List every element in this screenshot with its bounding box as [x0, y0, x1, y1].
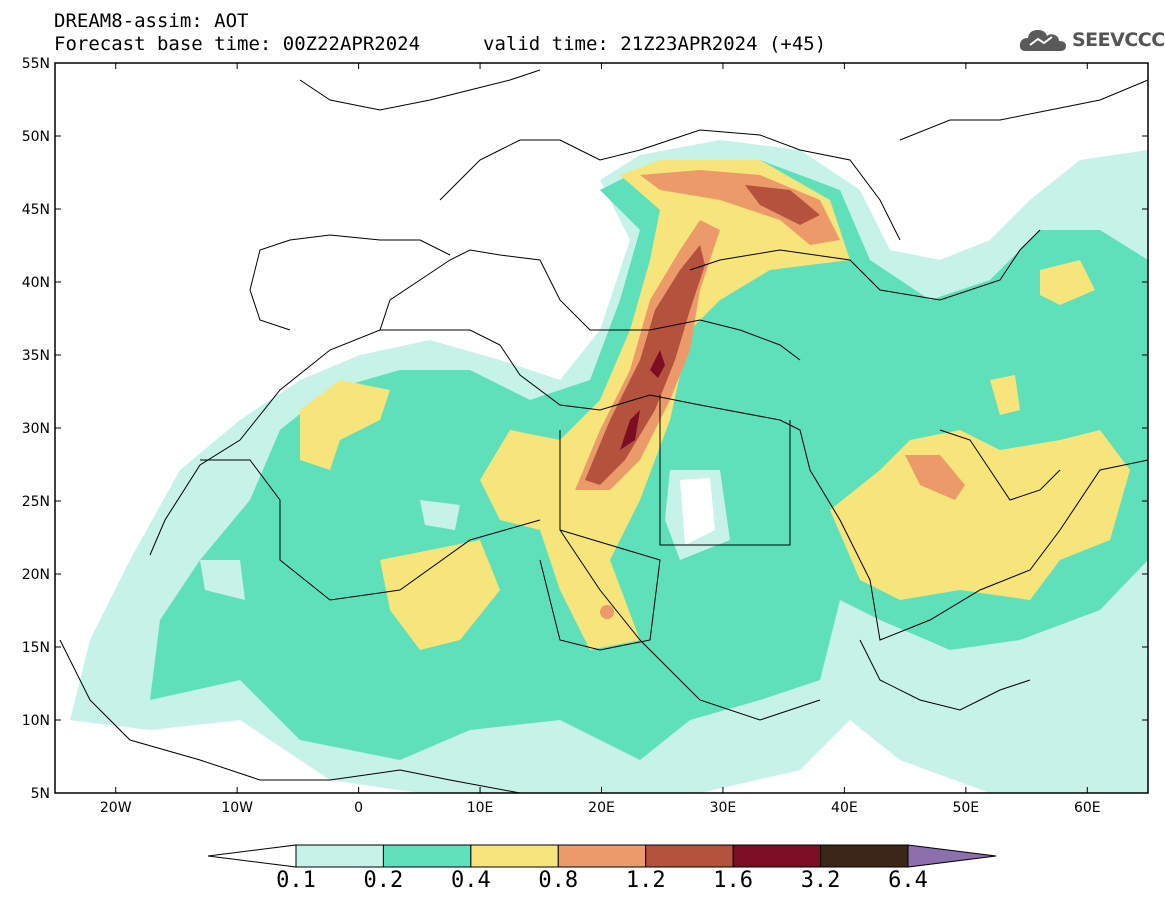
lon-label: 20W	[100, 800, 132, 816]
colorbar-segment	[557, 844, 647, 868]
lon-label: 20E	[588, 800, 615, 816]
colorbar-segment	[382, 844, 472, 868]
colorbar-label: 1.6	[713, 868, 754, 893]
aot-band-0.4	[1040, 260, 1095, 305]
colorbar-label: 0.8	[538, 868, 579, 893]
cloud-icon	[1019, 30, 1066, 51]
colorbar-segment	[732, 844, 822, 868]
lat-label: 20N	[22, 567, 50, 583]
clear-region	[680, 478, 715, 545]
colorbar-label: 3.2	[800, 868, 841, 893]
aot-band-1.2	[745, 185, 820, 225]
clear-region	[420, 500, 460, 530]
aot-band-0.4	[300, 380, 390, 470]
aot-band-0.4	[380, 540, 500, 650]
aot-band-1.6	[650, 350, 665, 378]
lat-label: 25N	[22, 494, 50, 510]
colorbar-label: 6.4	[888, 868, 928, 893]
colorbar-over-triangle	[907, 844, 997, 868]
colorbar-segment	[645, 844, 734, 868]
lon-label: 10E	[467, 800, 494, 816]
lat-label: 50N	[22, 129, 50, 145]
colorbar-label: 0.4	[450, 868, 491, 893]
clear-region	[200, 560, 245, 600]
lon-label: 60E	[1074, 800, 1101, 816]
logo-text: SEEVCCC	[1072, 29, 1165, 51]
forecast-base-time: Forecast base time: 00Z22APR2024	[54, 33, 421, 55]
lat-label: 45N	[22, 202, 50, 218]
aot-spot-0.8	[600, 605, 614, 619]
aot-band-0.8	[905, 455, 965, 500]
lat-axis: 55N 50N 45N 40N 35N 30N 25N 20N 15N 10N 5N	[22, 56, 1148, 802]
aot-band-1.6	[620, 410, 640, 450]
colorbar-segment	[470, 844, 559, 868]
lat-label: 35N	[22, 348, 50, 364]
colorbar	[207, 844, 997, 868]
coastlines	[59, 69, 1148, 793]
chart-title: DREAM8-assim: AOT	[54, 10, 249, 32]
seevccc-logo: SEEVCCC	[1018, 25, 1165, 55]
lat-label: 30N	[22, 421, 50, 437]
lon-label: 30E	[710, 800, 737, 816]
colorbar-segment	[295, 844, 384, 868]
aot-band-0.4	[830, 430, 1130, 600]
lon-label: 0	[354, 800, 363, 816]
aot-band-1.2	[585, 245, 705, 485]
lon-axis: 20W 10W 0 10E 20E 30E 40E 50E 60E	[100, 63, 1101, 816]
colorbar-segment	[820, 844, 909, 868]
colorbar-label: 1.2	[625, 868, 666, 893]
lon-label: 40E	[831, 800, 858, 816]
colorbar-labels: 0.1 0.2 0.4 0.8 1.2 1.6 3.2 6.4	[0, 868, 1165, 898]
colorbar-label: 0.2	[363, 868, 404, 893]
lat-label: 40N	[22, 275, 50, 291]
lon-label: 50E	[952, 800, 979, 816]
aot-band-0.4	[990, 375, 1020, 415]
lat-label: 15N	[22, 640, 50, 656]
lon-label: 10W	[221, 800, 253, 816]
aot-band-0.8	[640, 170, 840, 245]
valid-time: valid time: 21Z23APR2024 (+45)	[483, 33, 827, 55]
lat-label: 55N	[22, 56, 50, 72]
colorbar-label: 0.1	[276, 868, 316, 893]
lat-label: 5N	[31, 786, 50, 802]
lat-label: 10N	[22, 713, 50, 729]
colorbar-under-triangle	[207, 844, 297, 868]
